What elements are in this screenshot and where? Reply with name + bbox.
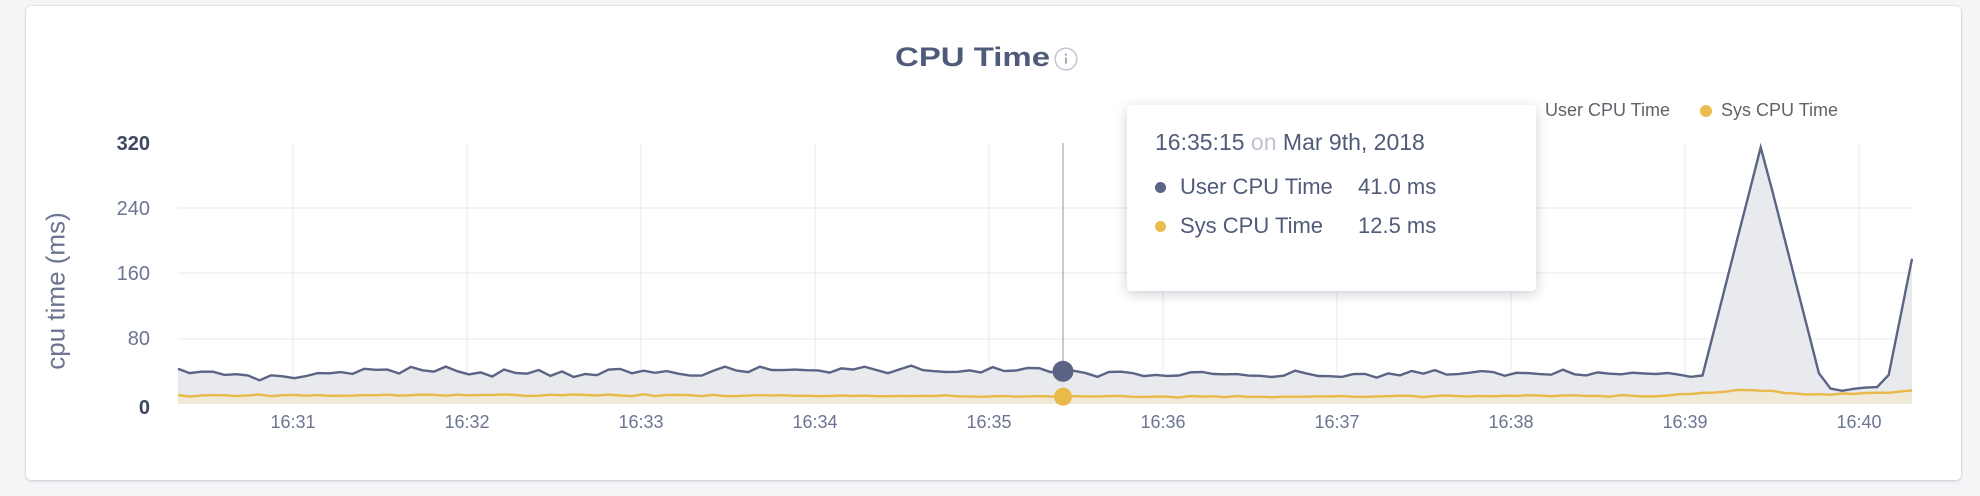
svg-text:16:32: 16:32 xyxy=(444,412,489,432)
svg-text:240: 240 xyxy=(117,198,150,220)
svg-text:16:33: 16:33 xyxy=(618,412,663,432)
svg-text:16:40: 16:40 xyxy=(1836,412,1881,432)
svg-text:16:34: 16:34 xyxy=(792,412,837,432)
svg-text:160: 160 xyxy=(117,263,150,285)
svg-text:16:38: 16:38 xyxy=(1488,412,1533,432)
svg-text:16:36: 16:36 xyxy=(1140,412,1185,432)
svg-text:0: 0 xyxy=(139,397,150,419)
svg-text:16:31: 16:31 xyxy=(270,412,315,432)
svg-text:16:39: 16:39 xyxy=(1662,412,1707,432)
svg-text:80: 80 xyxy=(128,328,150,350)
svg-text:16:35: 16:35 xyxy=(966,412,1011,432)
svg-text:320: 320 xyxy=(117,133,150,155)
svg-text:16:37: 16:37 xyxy=(1314,412,1359,432)
